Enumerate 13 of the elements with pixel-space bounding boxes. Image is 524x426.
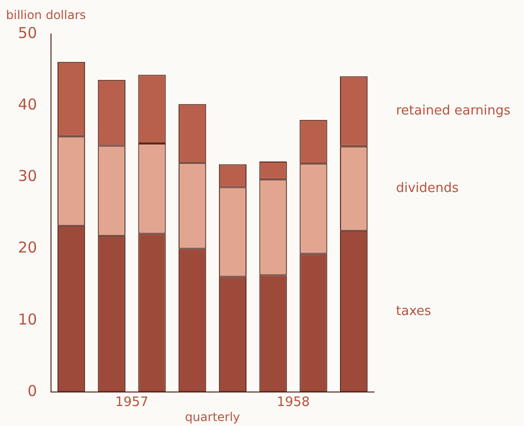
text: taxes	[396, 304, 432, 319]
text: 1958	[276, 394, 310, 410]
y-tick-label: 40	[18, 95, 38, 114]
y-tick-label: 10	[18, 310, 38, 328]
text: dividends	[396, 181, 459, 196]
y-tick-label: 20	[18, 238, 38, 257]
x-axis-title: quarterly	[185, 410, 240, 424]
text: 1957	[115, 394, 148, 410]
y-tick-label: 50	[18, 24, 38, 42]
text: retained earnings	[396, 104, 511, 119]
y-axis-title: billion dollars	[6, 8, 86, 22]
y-tick-label: 30	[18, 167, 38, 186]
y-tick-label: 0	[28, 382, 38, 400]
